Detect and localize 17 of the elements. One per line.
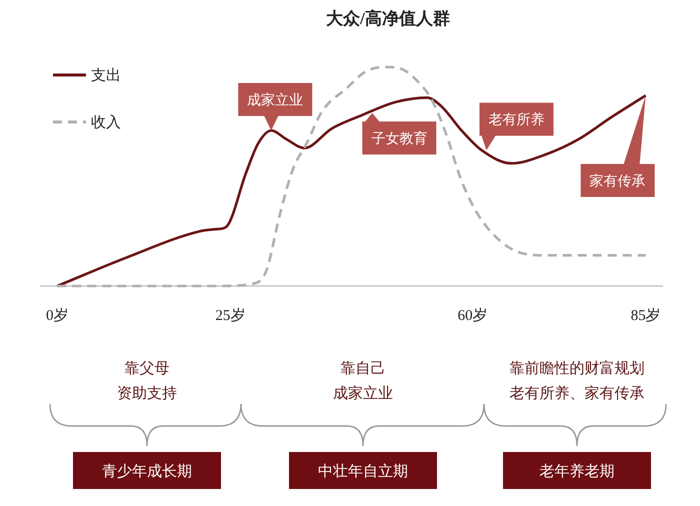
text: 靠前瞻性的财富规划老有所养、家有传承 [510,360,644,402]
annotation: 家有传承 [590,173,646,190]
text: 中壮年自立期 [318,463,408,480]
annotation: 老有所养 [488,112,544,128]
annotation: 子女教育 [371,130,428,147]
text: 老年养老期 [540,463,614,480]
text: 靠父母资助支持 [117,360,177,402]
annotation: 成家立业 [247,92,304,109]
legend-label: 支出 [91,67,121,84]
x-tick-label: 25岁 [215,307,246,324]
text: 青少年成长期 [102,463,192,480]
text: 靠自己成家立业 [333,360,393,402]
x-tick-label: 85岁 [630,307,661,324]
x-tick-label: 60岁 [458,307,488,324]
chart-title: 大众/高净值人群 [326,9,450,28]
x-tick-label: 0岁 [46,307,69,324]
legend-label: 收入 [91,114,121,131]
